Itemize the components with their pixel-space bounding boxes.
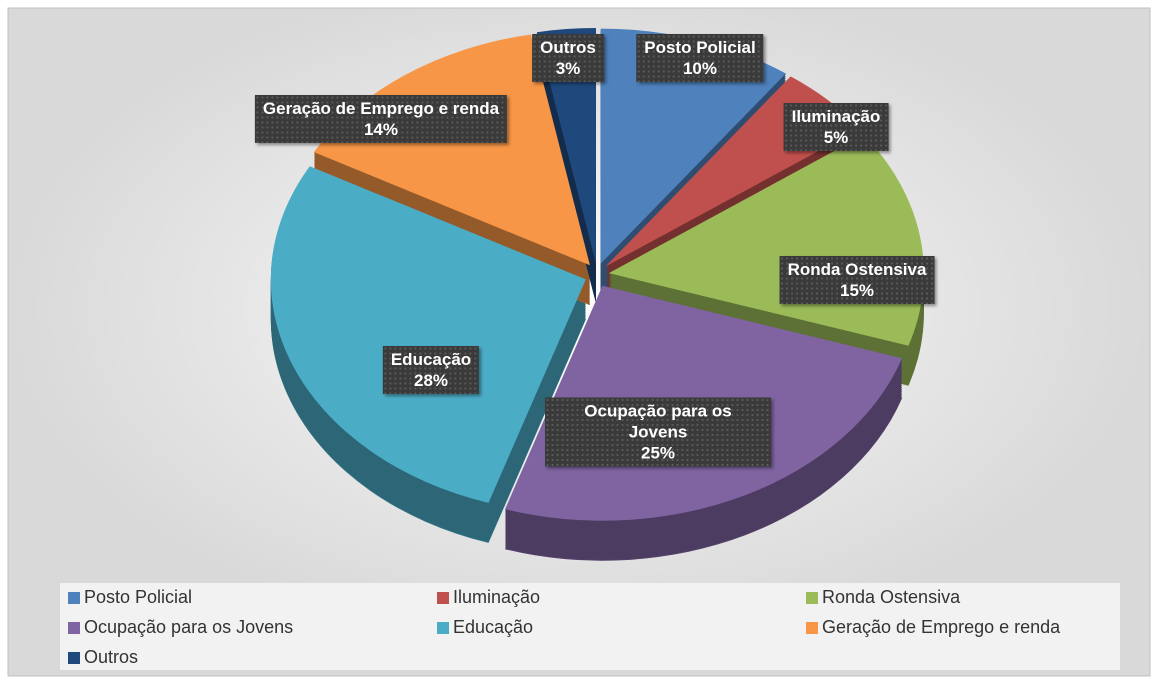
data-label: Educação 28%	[382, 346, 480, 394]
data-label-value: 28%	[413, 371, 449, 390]
legend-swatch	[437, 591, 449, 604]
legend: Posto Policial Iluminação Ronda Ostensiva O…	[60, 583, 1120, 670]
data-label-name: Geração de Emprego e renda	[262, 99, 500, 118]
slice	[600, 28, 786, 264]
legend-swatch	[806, 591, 818, 604]
legend-label: Geração de Emprego e renda	[822, 617, 1061, 637]
data-label: Ronda Ostensiva 15%	[779, 256, 935, 304]
legend-label: Ocupação para os Jovens	[84, 617, 294, 637]
data-label: Ocupação para os Jovens 25%	[545, 397, 771, 467]
legend-item: Iluminação	[437, 587, 540, 608]
legend-item: Ronda Ostensiva	[806, 587, 960, 608]
legend-swatch	[806, 621, 818, 634]
data-label-value: 10%	[682, 59, 718, 78]
data-label-name: Educação	[390, 350, 472, 369]
legend-swatch	[68, 591, 80, 604]
legend-item: Geração de Emprego e renda	[806, 617, 1060, 638]
data-label-value: 25%	[640, 443, 676, 463]
data-label-value: 5%	[823, 128, 849, 147]
data-label-value: 15%	[839, 281, 875, 300]
legend-item: Posto Policial	[68, 587, 192, 608]
data-label-name: Outros	[540, 38, 596, 57]
legend-label: Posto Policial	[84, 587, 193, 607]
legend-swatch	[68, 621, 80, 634]
data-label-name: Ronda Ostensiva	[787, 260, 927, 279]
data-label: Posto Policial 10%	[636, 34, 764, 82]
data-label-name: Iluminação	[791, 107, 881, 126]
data-label: Outros 3%	[532, 34, 604, 82]
legend-label: Educação	[453, 617, 534, 637]
data-label: Iluminação 5%	[783, 103, 889, 151]
slice	[313, 34, 590, 266]
data-label-name: Ocupação para os Jovens	[584, 401, 732, 442]
legend-item: Ocupação para os Jovens	[68, 617, 293, 638]
data-label-name: Posto Policial	[644, 38, 756, 57]
legend-swatch	[68, 651, 80, 664]
legend-swatch	[437, 621, 449, 634]
data-label: Geração de Emprego e renda 14%	[254, 95, 508, 143]
legend-label: Outros	[84, 647, 139, 667]
slice	[270, 166, 586, 503]
legend-label: Iluminação	[453, 587, 541, 607]
legend-item: Outros	[68, 647, 138, 668]
slice	[536, 28, 596, 264]
data-label-value: 14%	[363, 120, 399, 139]
legend-item: Educação	[437, 617, 533, 638]
legend-label: Ronda Ostensiva	[822, 587, 961, 607]
data-label-value: 3%	[555, 59, 581, 78]
